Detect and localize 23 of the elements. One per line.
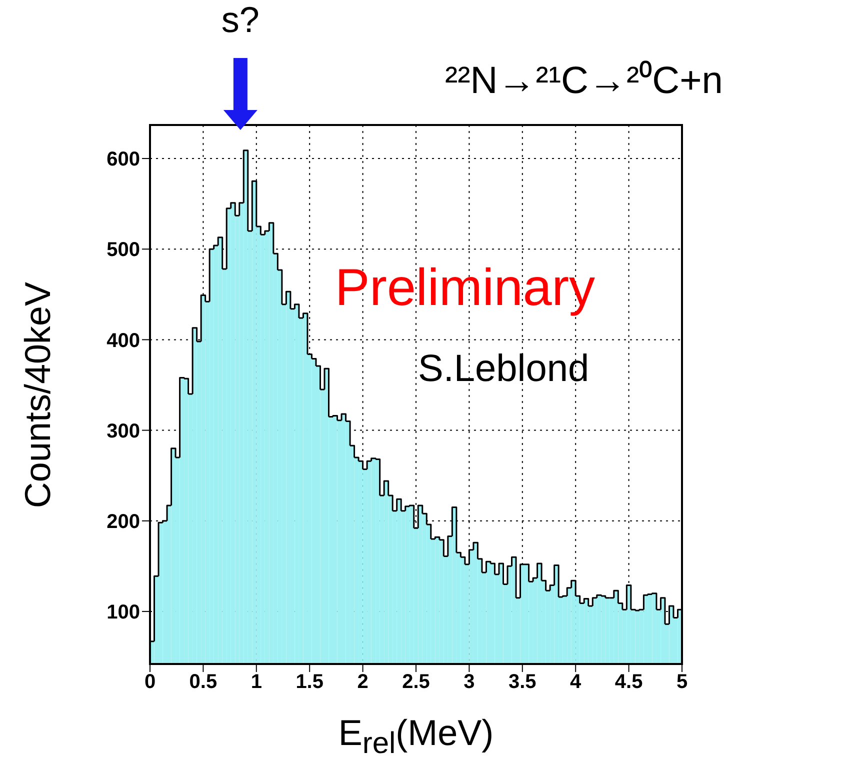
text: s?: [220, 0, 260, 40]
y-tick-label: 500: [106, 239, 140, 262]
chart-title: ²²N→²¹C→²⁰C+n: [445, 60, 723, 102]
y-axis-title: Counts/40keV: [17, 280, 58, 510]
y-tick-label: 600: [106, 148, 140, 171]
y-tick-label: 100: [106, 602, 140, 624]
y-tick-label: 400: [106, 330, 140, 352]
y-tick-label: 200: [106, 510, 140, 533]
x-tick-label: 0.5: [189, 671, 218, 694]
x-tick-label: 2: [357, 671, 368, 694]
x-tick-label: 1.5: [296, 671, 324, 694]
x-tick-label: 3.5: [508, 671, 536, 694]
y-tick-label: 300: [106, 420, 140, 442]
x-tick-label: 5: [676, 671, 688, 694]
x-tick-label: 3: [464, 671, 475, 694]
x-tick-label: 4: [570, 671, 582, 694]
annotation: Preliminary: [335, 259, 596, 317]
annotation: S.Leblond: [418, 348, 590, 390]
x-tick-label: 0: [144, 671, 156, 694]
x-axis-title: E$_{rel}$(MeV): [337, 712, 495, 760]
x-tick-label: 2.5: [402, 671, 430, 694]
x-tick-label: 1: [250, 671, 262, 694]
x-tick-label: 4.5: [614, 671, 643, 694]
